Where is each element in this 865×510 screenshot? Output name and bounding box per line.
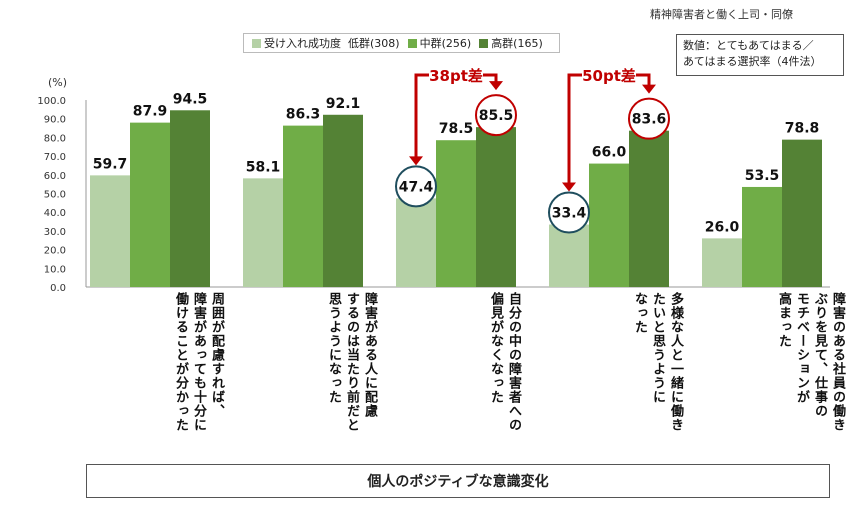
category-label-line: ぶりを見て、仕事の	[812, 292, 827, 418]
diff-label-bg	[429, 65, 483, 85]
arrowhead-left	[409, 156, 423, 166]
category-label-line: 周囲が配慮すれば、	[209, 292, 224, 418]
category-label: 自分の中の障害者への 偏見がなくなった	[486, 292, 522, 464]
y-tick-label: 20.0	[44, 246, 66, 257]
category-label-line: 多様な人と一緒に働き	[668, 292, 683, 432]
y-tick-label: 60.0	[44, 171, 66, 182]
data-label: 47.4	[399, 179, 434, 195]
data-label: 59.7	[93, 156, 128, 172]
data-label: 33.4	[552, 206, 587, 222]
y-tick-label: 50.0	[44, 190, 66, 201]
legend-label-mid: 中群(256)	[419, 37, 472, 50]
y-tick-label: 80.0	[44, 133, 66, 144]
data-label: 83.6	[632, 112, 667, 128]
category-label: 多様な人と一緒に働き たいと思うように なった	[630, 292, 684, 464]
bar	[589, 163, 629, 287]
chart-subtitle: 精神障害者と働く上司・同僚	[650, 8, 793, 21]
category-label-line: するのは当たり前だと	[344, 292, 359, 432]
bar	[742, 186, 782, 287]
bar	[396, 198, 436, 287]
legend: 受け入れ成功度 低群(308) 中群(256) 高群(165)	[243, 33, 560, 53]
category-label: 周囲が配慮すれば、 障害があっても十分に 働けることが分かった	[171, 292, 225, 464]
y-tick-label: 70.0	[44, 152, 66, 163]
data-label: 78.8	[785, 121, 820, 137]
legend-item-high: 高群(165)	[479, 35, 543, 51]
category-label-line: 偏見がなくなった	[488, 292, 503, 404]
bar	[90, 175, 130, 287]
bar	[243, 178, 283, 287]
category-label-line: 障害がある人に配慮	[362, 292, 377, 418]
y-tick-label: 90.0	[44, 115, 66, 126]
diff-label-bg	[582, 65, 636, 85]
y-axis-label: (%)	[48, 76, 68, 89]
y-tick-label: 100.0	[37, 96, 66, 107]
diff-label: 38pt差	[429, 67, 483, 85]
bar	[436, 140, 476, 287]
diff-label: 50pt差	[582, 67, 636, 85]
data-label: 58.1	[246, 159, 281, 175]
y-tick-label: 30.0	[44, 227, 66, 238]
category-label-line: 高まった	[776, 292, 791, 348]
data-label: 85.5	[479, 108, 514, 124]
category-label: 障害がある人に配慮 するのは当たり前だと 思うようになった	[324, 292, 378, 464]
chart-title: 個人のポジティブな意識変化	[86, 464, 830, 498]
category-label-line: 思うようになった	[326, 292, 341, 404]
category-label-line: たいと思うように	[650, 292, 665, 404]
legend-swatch-low	[252, 38, 261, 48]
category-label-line: なった	[632, 292, 647, 334]
bar	[702, 238, 742, 287]
data-label: 53.5	[745, 168, 780, 184]
legend-label-high: 高群(165)	[491, 37, 543, 50]
bar	[283, 125, 323, 287]
category-label-line: 自分の中の障害者への	[506, 292, 521, 432]
arrowhead-left	[562, 182, 576, 192]
circle-high	[628, 97, 670, 140]
note-line-2: あてはまる選択率（4件法）	[683, 55, 822, 68]
bar	[476, 127, 516, 288]
legend-swatch-mid	[407, 38, 417, 48]
bar	[629, 130, 669, 287]
data-label: 66.0	[592, 145, 627, 161]
note-box: 数値：とてもあてはまる／ あてはまる選択率（4件法）	[676, 34, 844, 76]
y-tick-label: 40.0	[44, 208, 66, 219]
data-label: 78.5	[439, 121, 474, 137]
category-label-line: モチベーションが	[794, 292, 809, 404]
category-label: 障害のある社員の働き ぶりを見て、仕事の モチベーションが 高まった	[774, 292, 846, 464]
circle-low	[395, 165, 437, 208]
bar	[782, 139, 822, 287]
y-tick-label: 10.0	[44, 264, 66, 275]
data-label: 92.1	[326, 96, 361, 112]
bar	[323, 114, 363, 287]
arrowhead-right	[642, 84, 656, 94]
category-label-line: 障害のある社員の働き	[830, 292, 845, 432]
category-label-line: 働けることが分かった	[173, 292, 188, 432]
bar	[549, 224, 589, 287]
arrowhead-right	[489, 81, 503, 91]
data-label: 94.5	[173, 91, 208, 107]
legend-item-low: 受け入れ成功度 低群(308)	[252, 35, 400, 51]
circle-low	[548, 191, 590, 234]
data-label: 87.9	[133, 104, 168, 120]
bar	[130, 122, 170, 287]
data-label: 26.0	[705, 219, 740, 235]
legend-prefix: 受け入れ成功度	[264, 37, 341, 50]
bar	[170, 110, 210, 287]
circle-high	[475, 94, 517, 137]
category-label-line: 障害があっても十分に	[191, 292, 206, 432]
legend-item-mid: 中群(256)	[407, 35, 472, 51]
note-line-1: 数値：とてもあてはまる／	[683, 39, 814, 52]
legend-label-low: 低群(308)	[348, 37, 400, 50]
data-label: 86.3	[286, 107, 321, 123]
y-tick-label: 0.0	[50, 283, 66, 294]
legend-swatch-high	[479, 38, 489, 48]
